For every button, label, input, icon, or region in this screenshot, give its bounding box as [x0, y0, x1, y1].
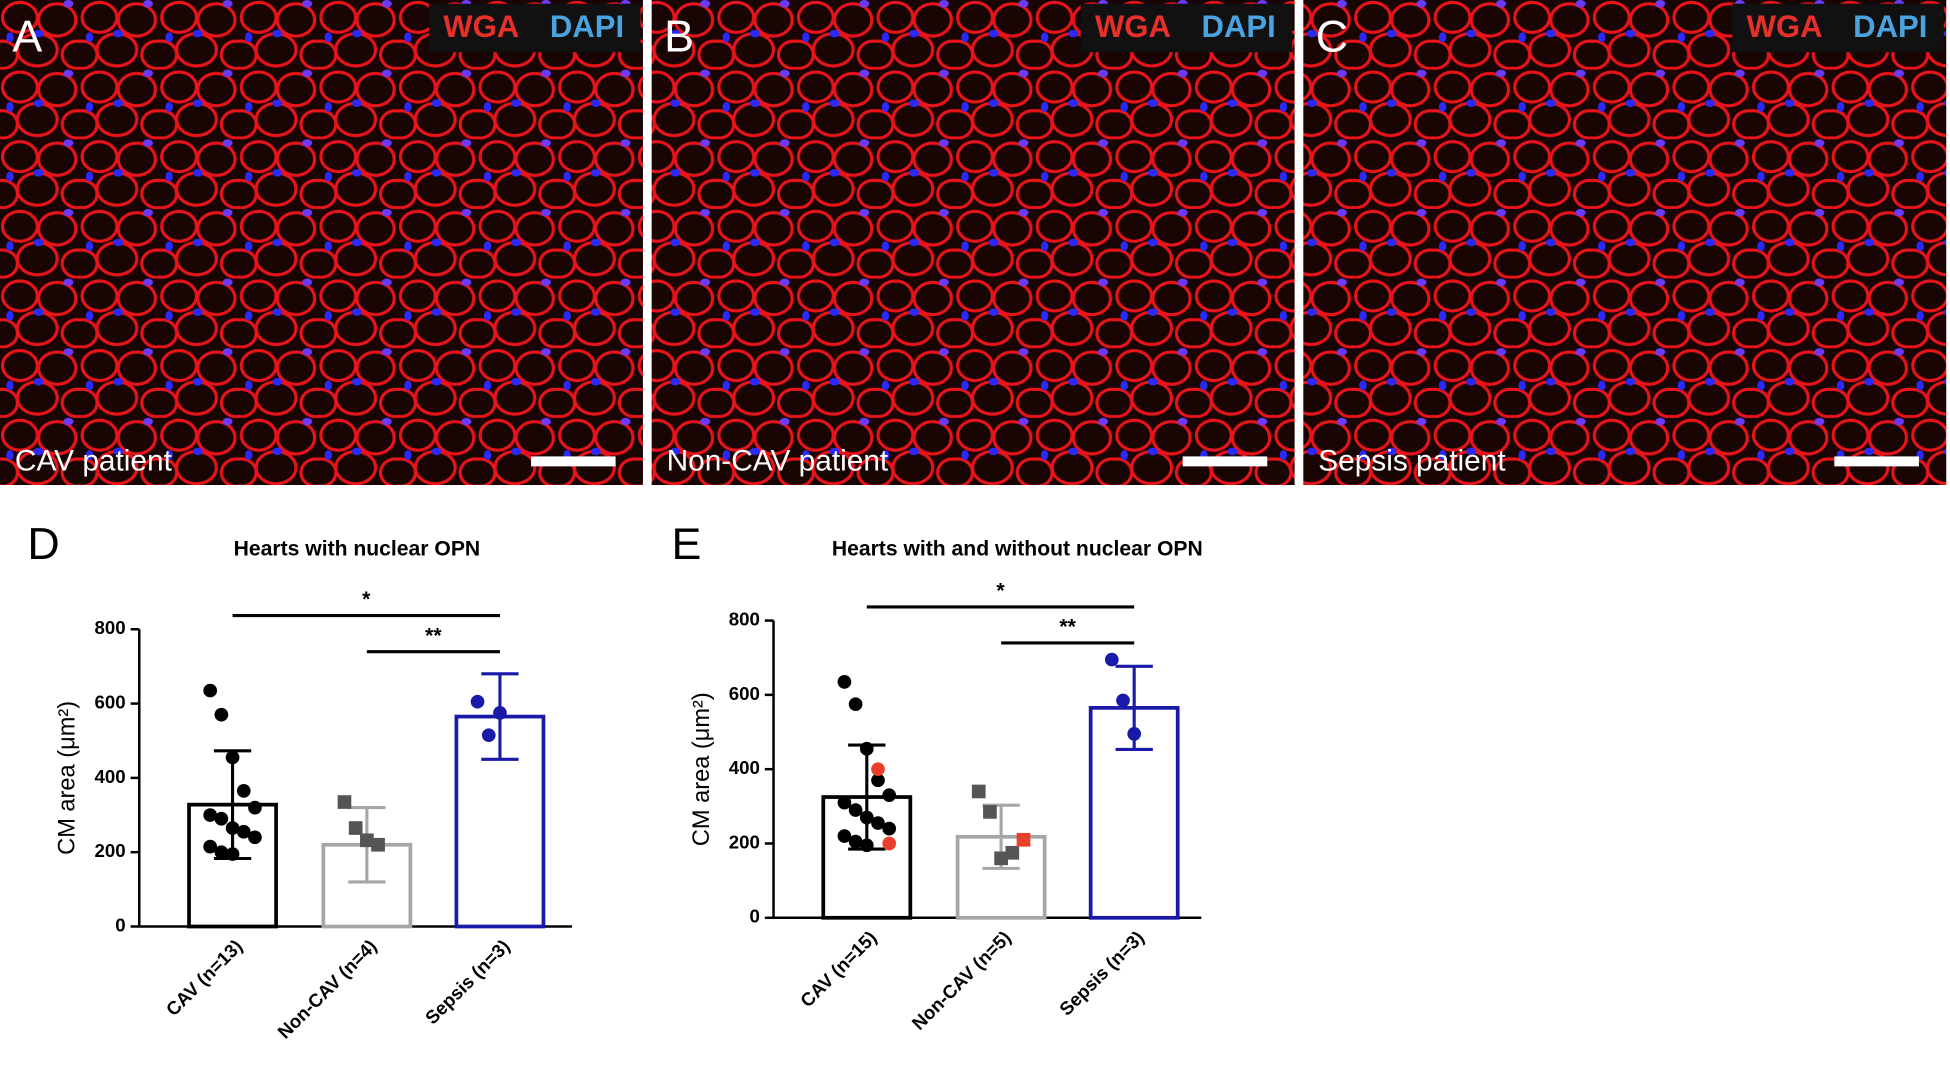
data-point — [371, 837, 385, 852]
stain-label: DAPI — [1202, 9, 1276, 44]
y-axis-label: CM area (μm²) — [55, 701, 81, 855]
data-point — [848, 697, 863, 712]
data-point — [837, 675, 852, 689]
chart-title: Hearts with and without nuclear OPN — [832, 537, 1203, 560]
panel-caption: Sepsis patient — [1318, 445, 1506, 478]
data-point — [248, 800, 262, 815]
data-point — [859, 741, 874, 756]
data-point — [848, 803, 863, 817]
scale-bar — [1182, 456, 1268, 467]
scale-bar — [531, 456, 616, 467]
panel-letter: A — [12, 12, 42, 62]
data-point — [871, 816, 885, 830]
panel-letter: E — [672, 519, 702, 569]
stain-legend-bg — [1732, 3, 1944, 53]
y-axis-label: CM area (μm²) — [689, 692, 715, 846]
data-point — [214, 845, 229, 860]
stain-label: DAPI — [550, 9, 624, 44]
stain-label: DAPI — [1853, 9, 1927, 44]
micrograph — [651, 0, 1295, 486]
stain-label: WGA — [1747, 9, 1823, 44]
panel-letter: B — [664, 12, 694, 62]
stain-legend-bg — [429, 3, 641, 53]
y-tick-label: 0 — [749, 906, 759, 927]
data-point — [848, 834, 863, 849]
y-tick-label: 800 — [94, 617, 125, 638]
data-point — [1104, 652, 1119, 667]
data-point — [493, 706, 507, 720]
data-point — [225, 821, 240, 835]
panel-letter: C — [1316, 12, 1348, 62]
data-point — [871, 762, 885, 777]
y-tick-label: 400 — [729, 757, 760, 778]
data-point — [983, 805, 997, 819]
data-point — [1005, 845, 1020, 860]
y-tick-label: 0 — [115, 914, 125, 935]
x-tick-label: CAV (n=15) — [796, 927, 881, 1012]
image-panels: WGA DAPI A CAV patient WGA DAPI B Non-CAV patie… — [0, 0, 1947, 486]
significance-label: ** — [1059, 616, 1076, 639]
stain-legend-bg — [1080, 3, 1293, 53]
x-tick-label: CAV (n=13) — [162, 935, 247, 1020]
stain-label: WGA — [443, 9, 519, 44]
x-tick-label: Non-CAV (n=4) — [273, 935, 380, 1042]
data-point — [214, 707, 229, 722]
data-point — [348, 821, 363, 835]
data-point — [470, 694, 485, 709]
data-point — [1016, 832, 1031, 847]
micrograph — [0, 0, 643, 486]
data-point — [203, 839, 218, 854]
data-point — [225, 847, 240, 861]
data-point — [360, 833, 374, 848]
charts: D Hearts with nuclear OPN CM area (μm²) 0 20… — [27, 519, 1202, 1043]
scale-bar — [1834, 456, 1919, 467]
data-point — [214, 811, 229, 826]
data-point — [859, 810, 874, 825]
significance-label: ** — [425, 624, 442, 647]
data-point — [837, 829, 852, 843]
data-point — [203, 808, 218, 822]
data-point — [882, 821, 897, 836]
x-tick-label: Non-CAV (n=5) — [908, 927, 1015, 1034]
data-point — [337, 795, 352, 809]
y-tick-label: 200 — [94, 840, 125, 861]
significance-label: * — [362, 588, 371, 611]
data-point — [236, 824, 251, 839]
panel-caption: CAV patient — [15, 445, 173, 478]
data-point — [481, 728, 496, 742]
chart-title: Hearts with nuclear OPN — [234, 537, 481, 560]
y-tick-label: 400 — [94, 766, 125, 787]
data-point — [1127, 727, 1142, 741]
y-tick-label: 800 — [729, 608, 760, 629]
data-point — [837, 795, 852, 810]
y-tick-label: 600 — [94, 691, 125, 712]
data-point — [971, 784, 986, 799]
data-point — [248, 830, 262, 845]
panel-caption: Non-CAV patient — [667, 445, 889, 478]
data-point — [994, 851, 1008, 866]
data-point — [882, 836, 897, 851]
x-tick-label: Sepsis (n=3) — [1055, 927, 1148, 1020]
data-point — [882, 788, 897, 803]
panel-letter: D — [27, 519, 59, 569]
data-point — [859, 838, 874, 853]
data-point — [236, 784, 251, 798]
significance-label: * — [996, 580, 1005, 603]
x-tick-label: Sepsis (n=3) — [421, 935, 514, 1028]
data-point — [225, 750, 240, 765]
stain-label: WGA — [1095, 9, 1171, 44]
data-point — [1116, 693, 1130, 708]
y-tick-label: 600 — [729, 683, 760, 704]
data-point — [203, 683, 218, 698]
data-point — [871, 773, 885, 788]
micrograph — [1303, 0, 1947, 486]
y-tick-label: 200 — [729, 831, 760, 852]
